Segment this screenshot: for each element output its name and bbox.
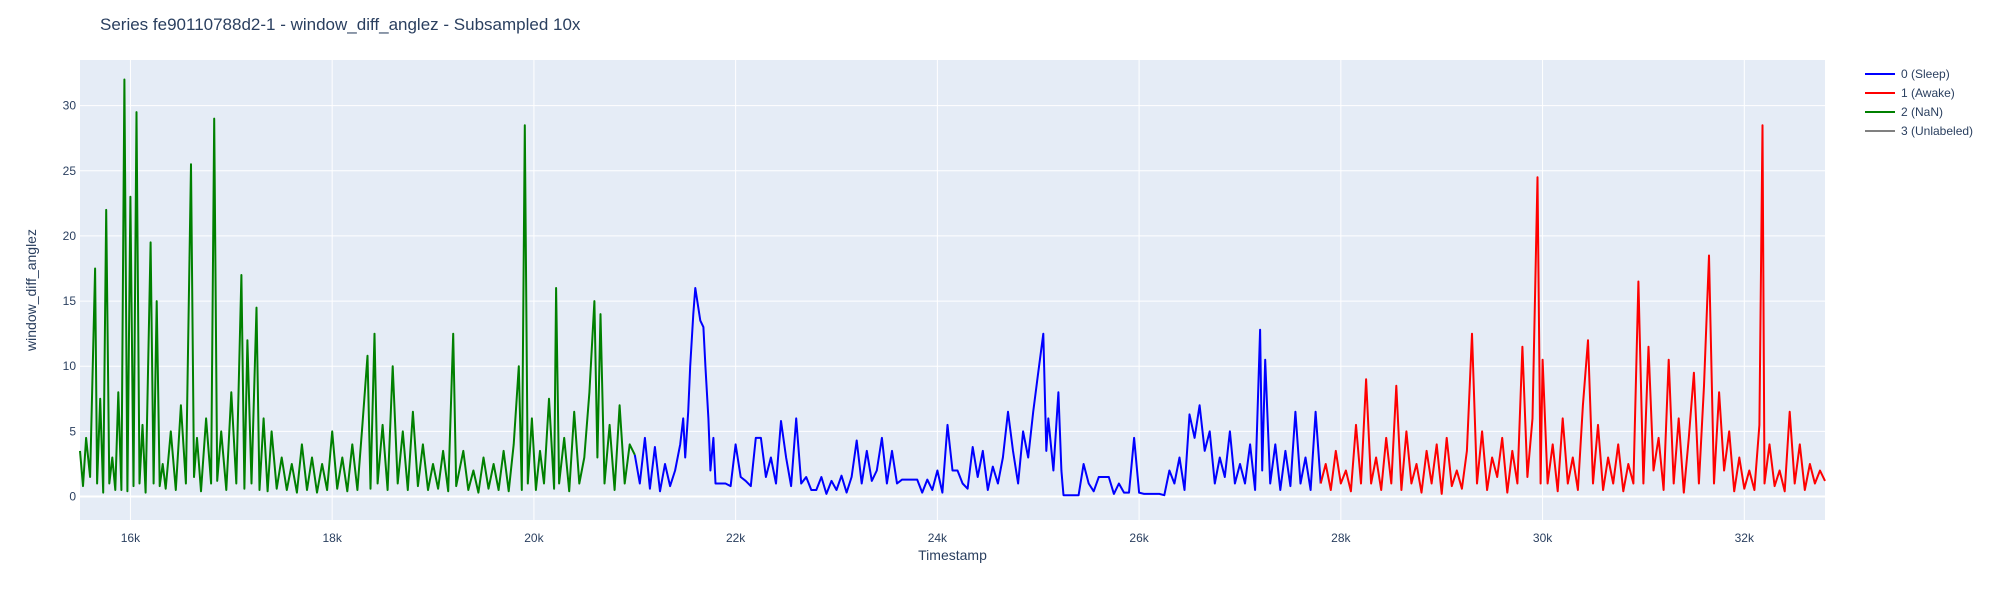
series-line [633,287,1322,497]
legend-item[interactable]: 2 (NaN) [1865,105,1943,119]
legend-label: 1 (Awake) [1901,86,1955,100]
x-tick-label: 24k [928,531,948,545]
legend-label: 3 (Unlabeled) [1901,124,1973,138]
legend[interactable]: 0 (Sleep) 1 (Awake) 2 (NaN) 3 (Unlabeled) [1865,67,1973,138]
chart-title: Series fe90110788d2-1 - window_diff_angl… [100,15,581,34]
y-tick-label: 15 [63,294,77,308]
y-tick-label: 10 [63,359,77,373]
x-tick-label: 30k [1533,531,1553,545]
x-tick-label: 32k [1735,531,1755,545]
y-tick-label: 0 [69,490,76,504]
x-axis-title: Timestamp [918,547,987,563]
legend-item[interactable]: 1 (Awake) [1865,86,1955,100]
y-tick-label: 30 [63,99,77,113]
legend-label: 0 (Sleep) [1901,67,1950,81]
x-tick-label: 22k [726,531,746,545]
legend-item[interactable]: 3 (Unlabeled) [1865,124,1973,138]
legend-label: 2 (NaN) [1901,105,1943,119]
x-tick-label: 18k [322,531,342,545]
x-tick-label: 20k [524,531,544,545]
y-tick-label: 25 [63,164,77,178]
x-axis-ticks: 16k 18k 20k 22k 24k 26k 28k 30k 32k [121,531,1755,545]
x-tick-label: 28k [1331,531,1351,545]
series-lines [79,78,1826,497]
legend-item[interactable]: 0 (Sleep) [1865,67,1950,81]
series-line [79,78,636,494]
x-tick-label: 26k [1129,531,1149,545]
y-axis-ticks: 0 5 10 15 20 25 30 [63,99,77,504]
y-tick-label: 5 [69,424,76,438]
y-tick-label: 20 [63,229,77,243]
x-tick-label: 16k [121,531,141,545]
series-line [1319,124,1826,495]
plot-background [80,60,1825,520]
y-axis-title: window_diff_anglez [23,229,39,352]
